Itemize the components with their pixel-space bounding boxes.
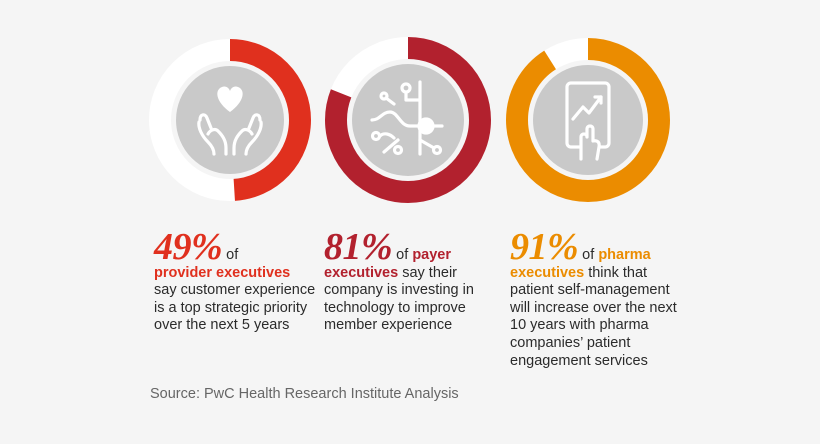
icon-disc [176, 66, 284, 174]
stat-lead: of [392, 247, 413, 263]
hands-heart-icon [197, 86, 263, 156]
stat-percent: 49% [154, 226, 223, 268]
donut-chart-pharma [506, 38, 670, 202]
stat-highlight: pharma executives [510, 247, 651, 281]
donut-arc-81 [325, 37, 491, 203]
stat-text-provider: 49% of provider executives say customer … [154, 228, 324, 335]
donut-chart-provider [149, 39, 311, 201]
donut-arc-49 [149, 39, 311, 201]
stat-body: say customer experience is a top strateg… [154, 282, 316, 334]
donut-arc-91 [506, 38, 670, 202]
source-note: Source: PwC Health Research Institute An… [150, 386, 459, 402]
stat-lead: of [578, 247, 599, 263]
stat-body: think that patient self-management will … [510, 264, 677, 369]
circuit-network-icon [370, 80, 444, 156]
icon-disc [352, 64, 464, 176]
stat-percent: 91% [510, 226, 579, 268]
stat-lead: of [222, 247, 239, 263]
icon-disc [533, 65, 643, 175]
stat-text-pharma: 91% of pharma executives think that pati… [510, 228, 682, 370]
donut-chart-payer [325, 37, 491, 203]
stat-text-payer: 81% of payer executives say their compan… [324, 228, 499, 335]
tablet-touch-chart-icon [565, 81, 611, 161]
stat-body: say their company is investing in techno… [324, 264, 474, 334]
stat-highlight: provider executives [154, 264, 291, 281]
stat-percent: 81% [324, 226, 393, 268]
stat-highlight: payer executives [324, 247, 452, 281]
